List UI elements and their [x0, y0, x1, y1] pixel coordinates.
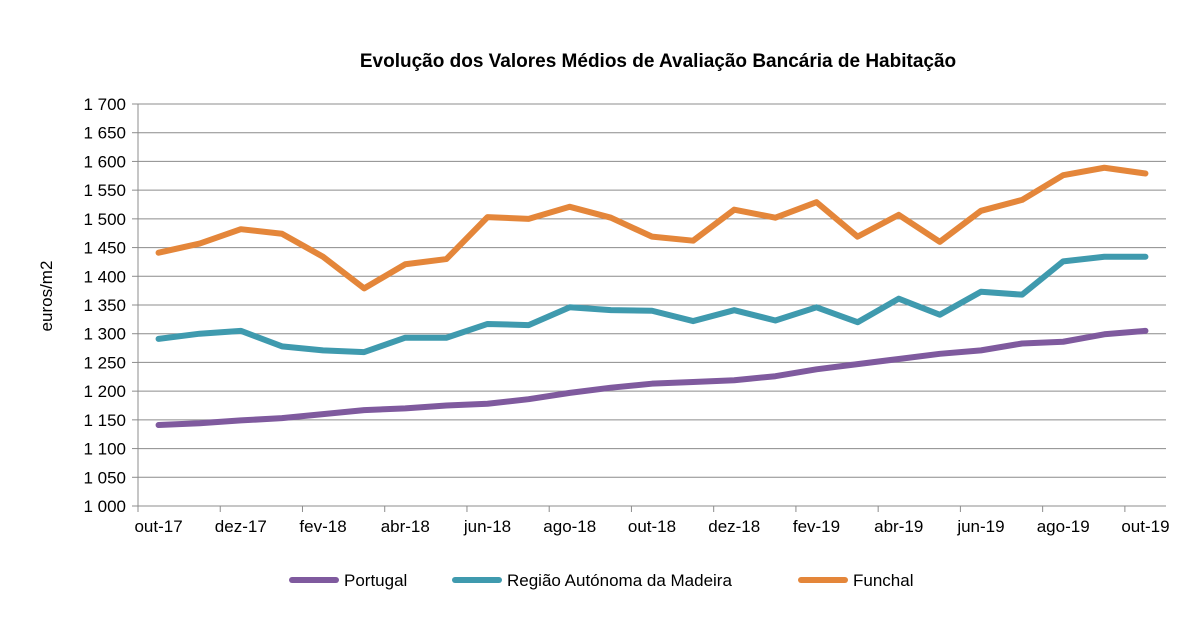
x-tick-label: dez-17: [215, 517, 267, 536]
y-tick-label: 1 400: [83, 267, 126, 286]
y-axis-label: euros/m2: [37, 261, 56, 332]
y-tick-label: 1 150: [83, 411, 126, 430]
y-tick-label: 1 250: [83, 353, 126, 372]
y-tick-label: 1 550: [83, 181, 126, 200]
y-tick-label: 1 450: [83, 239, 126, 258]
x-tick-label: jun-18: [463, 517, 511, 536]
x-tick-labels: out-17 dez-17 fev-18 abr-18 jun-18 ago-18 out-…: [134, 517, 1169, 536]
y-tick-labels: 1 000 1 050 1 100 1 150 1 200 1 250 1 300 1 350…: [83, 95, 126, 516]
y-tick-label: 1 700: [83, 95, 126, 114]
y-tick-label: 1 000: [83, 497, 126, 516]
series-line-2: [155, 164, 1149, 292]
x-tick-label: jun-19: [956, 517, 1004, 536]
y-tick-label: 1 050: [83, 468, 126, 487]
y-tick-label: 1 350: [83, 296, 126, 315]
series-line-1: [155, 253, 1149, 356]
series-line-0: [155, 327, 1149, 429]
x-tick-label: dez-18: [708, 517, 760, 536]
chart-title: Evolução dos Valores Médios de Avaliação…: [360, 51, 956, 72]
y-tick-label: 1 500: [83, 210, 126, 229]
x-tick-label: out-17: [134, 517, 182, 536]
legend-label: Funchal: [853, 571, 913, 590]
y-tick-label: 1 650: [83, 124, 126, 143]
y-tick-label: 1 600: [83, 152, 126, 171]
x-tick-label: out-19: [1121, 517, 1169, 536]
x-tick-label: fev-19: [793, 517, 840, 536]
y-tick-label: 1 300: [83, 325, 126, 344]
axes: [132, 103, 1166, 512]
gridlines: [138, 103, 1166, 507]
legend-label: Portugal: [344, 571, 407, 590]
x-tick-label: out-18: [628, 517, 676, 536]
x-tick-label: fev-18: [299, 517, 346, 536]
legend-label: Região Autónoma da Madeira: [507, 571, 732, 590]
x-tick-label: abr-19: [874, 517, 923, 536]
x-tick-label: ago-18: [543, 517, 596, 536]
x-tick-label: ago-19: [1037, 517, 1090, 536]
legend: Portugal Região Autónoma da Madeira Funcha…: [289, 571, 913, 590]
x-tick-label: abr-18: [381, 517, 430, 536]
y-tick-label: 1 100: [83, 440, 126, 459]
y-tick-label: 1 200: [83, 382, 126, 401]
series-lines: [155, 164, 1149, 429]
